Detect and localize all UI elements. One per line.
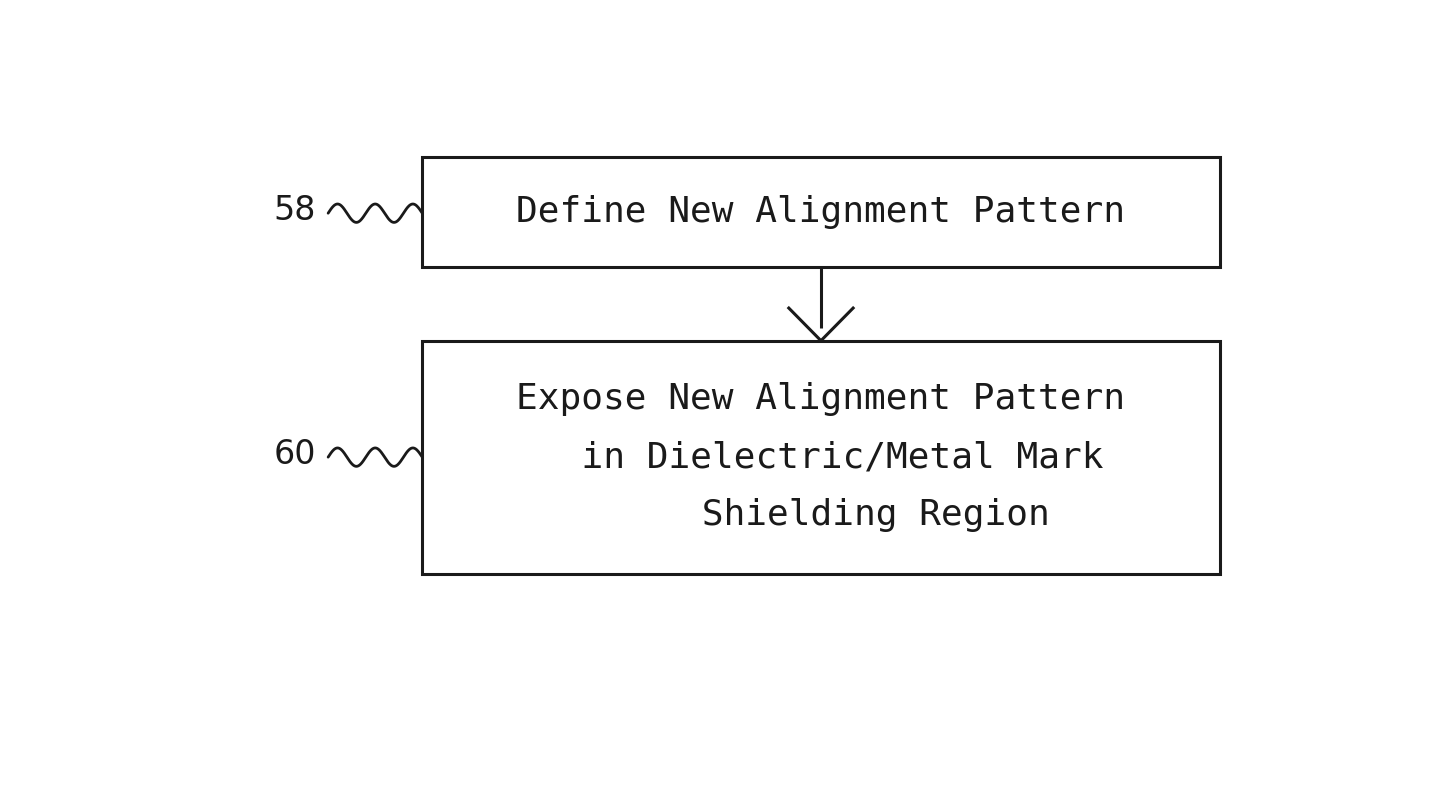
Text: Expose New Alignment Pattern
  in Dielectric/Metal Mark
     Shielding Region: Expose New Alignment Pattern in Dielectr… (516, 382, 1126, 533)
Bar (423, 341, 1219, 574)
Bar (423, 157, 1219, 267)
Text: 58: 58 (274, 193, 316, 227)
Text: Define New Alignment Pattern: Define New Alignment Pattern (516, 195, 1126, 229)
Text: 60: 60 (274, 438, 316, 470)
